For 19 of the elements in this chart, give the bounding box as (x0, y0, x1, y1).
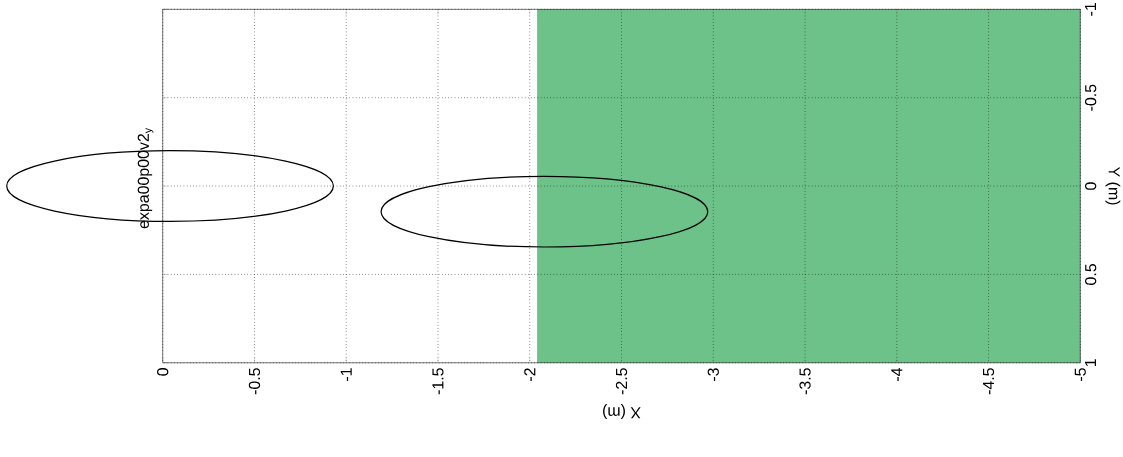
x-tick-label: -5 (1074, 367, 1086, 381)
x-tick-label: -4.5 (983, 367, 995, 395)
text: expa00p00v2$_{y}$ (137, 127, 154, 229)
x-tick-label: -3 (707, 367, 719, 381)
y-tick-label: -1 (1085, 2, 1096, 16)
x-tick-label: -2 (524, 368, 536, 381)
x-tick-label: 0 (157, 367, 169, 376)
x-tick-label: -1.5 (432, 367, 444, 395)
y-tick-label: 0.5 (1085, 263, 1097, 285)
y-tick-label: 1 (1085, 358, 1096, 366)
x-axis-title: X (m) (603, 403, 641, 419)
y-tick-label: -0.5 (1085, 84, 1097, 111)
x-tick-label: -4 (891, 367, 903, 381)
x-tick-label: -1 (340, 368, 352, 381)
x-tick-label: -2.5 (615, 367, 628, 395)
y-axis-title: Y (m) (1105, 166, 1121, 205)
x-tick-label: -0.5 (248, 367, 261, 395)
y-tick-label: 0 (1085, 182, 1097, 190)
x-tick-label: -3.5 (799, 367, 811, 395)
